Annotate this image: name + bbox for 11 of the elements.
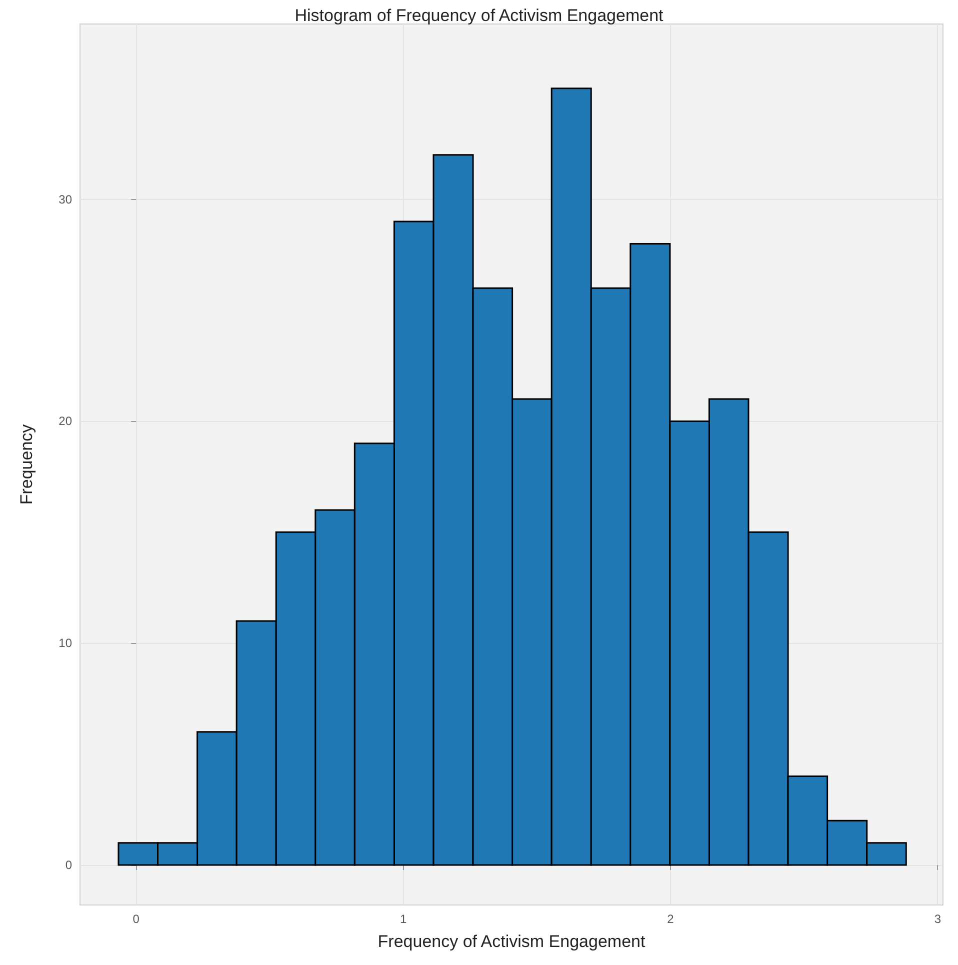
x-tick-label: 0 bbox=[132, 912, 140, 926]
x-tick-label: 1 bbox=[400, 912, 407, 926]
y-tick-label: 0 bbox=[65, 858, 72, 872]
y-tick-label: 10 bbox=[58, 636, 72, 650]
x-tick-label: 2 bbox=[667, 912, 674, 926]
y-tick-label: 30 bbox=[58, 192, 72, 206]
x-axis-title: Frequency of Activism Engagement bbox=[378, 932, 646, 951]
y-axis-title: Frequency bbox=[17, 424, 36, 505]
x-tick-label: 3 bbox=[934, 912, 942, 926]
chart-title: Histogram of Frequency of Activism Engagement bbox=[294, 6, 664, 25]
y-tick-label: 20 bbox=[58, 414, 72, 428]
